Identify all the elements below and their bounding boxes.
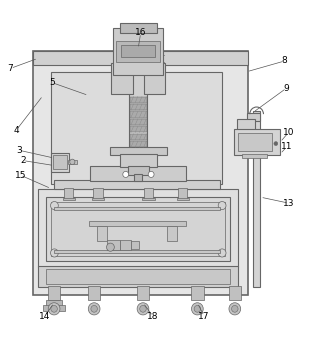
Bar	[89, 221, 186, 226]
Bar	[129, 73, 147, 150]
Bar	[51, 72, 222, 184]
Bar	[121, 45, 155, 56]
Bar	[128, 166, 149, 175]
Text: 4: 4	[13, 125, 19, 135]
Bar	[46, 269, 230, 284]
Text: 16: 16	[135, 28, 146, 37]
Bar	[178, 188, 187, 199]
Circle shape	[50, 249, 58, 257]
Bar	[64, 188, 73, 199]
Bar	[113, 28, 164, 75]
Text: 7: 7	[8, 64, 13, 73]
Circle shape	[51, 305, 57, 312]
Bar	[177, 198, 189, 201]
Bar	[137, 286, 149, 300]
Bar	[97, 226, 107, 241]
Text: 17: 17	[198, 312, 210, 321]
Bar	[120, 154, 157, 167]
Text: 8: 8	[282, 56, 287, 66]
Bar	[229, 286, 241, 300]
Text: 2: 2	[20, 156, 26, 165]
Bar	[134, 174, 142, 181]
Circle shape	[50, 202, 58, 210]
Circle shape	[229, 303, 241, 315]
Bar	[90, 166, 186, 181]
Circle shape	[107, 243, 114, 251]
Bar	[130, 119, 146, 125]
Bar	[130, 126, 146, 132]
Bar	[142, 198, 155, 201]
Circle shape	[88, 303, 100, 315]
Bar	[43, 305, 65, 311]
Bar	[54, 250, 220, 253]
Bar	[144, 188, 153, 199]
Bar	[46, 300, 62, 306]
Bar	[191, 286, 203, 300]
Bar	[38, 266, 238, 287]
Bar	[247, 114, 260, 121]
Bar	[242, 154, 267, 158]
Bar	[130, 97, 146, 103]
Bar	[167, 226, 177, 241]
Bar	[51, 202, 225, 256]
Circle shape	[232, 305, 238, 312]
Circle shape	[274, 141, 278, 146]
Bar	[237, 119, 255, 138]
Text: 5: 5	[49, 78, 55, 87]
Circle shape	[218, 202, 226, 210]
Bar	[62, 198, 75, 201]
Bar	[120, 240, 131, 250]
Bar	[38, 189, 238, 267]
Circle shape	[137, 303, 149, 315]
Bar	[120, 23, 157, 33]
Bar	[88, 286, 100, 300]
Bar	[144, 63, 165, 94]
Bar	[46, 197, 230, 261]
Circle shape	[218, 249, 226, 257]
Circle shape	[192, 303, 203, 315]
Text: 13: 13	[283, 199, 295, 208]
Text: 3: 3	[17, 146, 23, 155]
Bar	[130, 104, 146, 110]
Circle shape	[70, 159, 75, 165]
Text: 15: 15	[14, 171, 26, 180]
Circle shape	[48, 303, 60, 315]
Bar	[116, 41, 160, 62]
Text: 10: 10	[283, 128, 295, 137]
Bar	[68, 160, 77, 164]
Bar	[54, 180, 220, 189]
Bar	[107, 240, 120, 250]
Bar	[51, 153, 69, 172]
Circle shape	[140, 305, 146, 312]
Bar	[48, 286, 60, 300]
Circle shape	[123, 171, 129, 177]
Circle shape	[148, 171, 154, 177]
Bar	[238, 133, 272, 151]
Bar	[33, 51, 248, 295]
Bar	[54, 207, 220, 210]
Bar	[131, 241, 139, 249]
Bar	[234, 129, 280, 155]
Bar	[130, 141, 146, 147]
Circle shape	[91, 305, 97, 312]
Bar	[130, 112, 146, 118]
Text: 9: 9	[284, 84, 289, 92]
Bar	[130, 134, 146, 140]
Bar	[92, 198, 104, 201]
Bar	[53, 155, 67, 169]
Bar	[94, 188, 103, 199]
Text: 11: 11	[281, 142, 292, 152]
Bar	[33, 51, 248, 65]
Bar	[110, 147, 167, 155]
Text: 14: 14	[39, 312, 50, 321]
Circle shape	[194, 305, 201, 312]
Bar	[253, 111, 260, 287]
Text: 18: 18	[147, 312, 159, 321]
Bar	[112, 63, 132, 94]
